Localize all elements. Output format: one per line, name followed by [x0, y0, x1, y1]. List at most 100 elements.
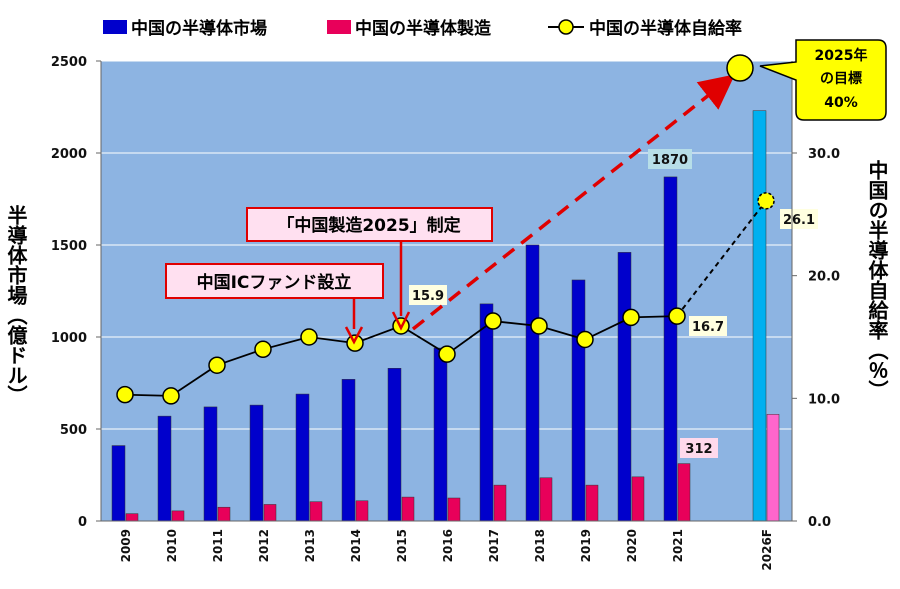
label-ratio-2015: 15.9: [412, 289, 444, 304]
right-tick-label: 10.0: [808, 392, 840, 407]
target-marker: [726, 54, 754, 82]
bar-market: [295, 393, 310, 522]
bar-market: [387, 368, 402, 522]
bar-market: [341, 379, 356, 522]
ratio-point: [757, 192, 775, 210]
label-market-2021-bg: [648, 149, 692, 169]
target-line-2: の目標: [820, 70, 862, 87]
left-tick-label: 0: [78, 515, 87, 530]
annotation-ic-fund: 中国ICファンド設立: [165, 263, 384, 345]
target-line-3: 40%: [824, 95, 858, 111]
ratio-point: [484, 312, 502, 330]
ratio-line-forecast: [676, 200, 767, 317]
bar-production: [766, 414, 780, 522]
annotation-arrowhead-2015: [391, 311, 411, 331]
label-ratio-2026F-bg: [780, 209, 818, 229]
bar-market: [203, 406, 218, 522]
x-tick-label: 2015: [395, 529, 409, 562]
bar-market: [525, 244, 540, 522]
left-tick-label: 1500: [51, 239, 87, 254]
ratio-point: [438, 345, 456, 363]
label-production-2021: 312: [685, 442, 712, 457]
x-tick-label: 2012: [257, 529, 271, 562]
x-tick-label: 2010: [165, 529, 179, 562]
label-ratio-2021-bg: [689, 316, 727, 336]
bar-production: [585, 484, 599, 522]
bar-production: [493, 484, 507, 522]
legend-label-ratio: 中国の半導体自給率: [589, 18, 742, 39]
ratio-point: [116, 385, 134, 404]
bar-market: [479, 303, 494, 522]
bar-production: [539, 477, 553, 522]
bar-production: [631, 476, 645, 522]
x-tick-label: 2016: [441, 529, 455, 562]
bar-production: [125, 513, 139, 522]
legend-label-production: 中国の半導体製造: [355, 18, 492, 39]
annotation-ic-fund-text: 中国ICファンド設立: [197, 272, 352, 293]
ratio-point: [530, 317, 548, 335]
data-labels: 1870 312 15.9 16.7 26.1: [409, 149, 818, 458]
bar-market: [157, 415, 172, 522]
ratio-point: [576, 330, 594, 349]
target-callout: 2025年 の目標 40%: [759, 39, 887, 121]
annotation-made-in-china-2025-text: 「中国製造2025」制定: [277, 215, 460, 236]
legend-swatch-market: [103, 20, 127, 34]
right-axis-title: 中国の半導体自給率（％）: [865, 159, 889, 400]
right-axis-ticks: 0.0 10.0 20.0 30.0: [792, 147, 840, 530]
x-tick-label: 2020: [625, 529, 639, 562]
bar-production: [447, 497, 461, 522]
ratio-point: [622, 308, 640, 327]
bar-production: [263, 504, 277, 522]
label-production-2021-bg: [680, 438, 718, 458]
ratio-point: [346, 334, 364, 352]
bar-market: [663, 176, 678, 522]
ratio-point: [668, 307, 686, 325]
left-axis-title-text: 半導体市場（億ドル）: [4, 204, 28, 405]
right-tick-label: 30.0: [808, 147, 840, 162]
label-ratio-2026F: 26.1: [783, 213, 815, 228]
annotation-made-in-china-2025: 「中国製造2025」制定: [246, 207, 493, 331]
left-tick-label: 2000: [51, 147, 87, 162]
label-ratio-2015-bg: [409, 285, 447, 305]
left-tick-label: 2500: [51, 55, 87, 70]
left-tick-label: 500: [60, 423, 87, 438]
label-ratio-2021: 16.7: [692, 320, 724, 335]
bar-production: [677, 463, 691, 522]
left-axis-ticks: 0 500 1000 1500 2000 2500: [51, 55, 101, 530]
legend-marker-ratio: [558, 19, 574, 35]
ratio-point: [208, 356, 226, 374]
x-axis-ticks: 2009 2010 2011 2012 2013 2014 2015 2016 2017 2018…: [119, 529, 774, 571]
bar-production: [401, 496, 415, 522]
x-tick-label: 2019: [579, 529, 593, 562]
x-tick-label: 2009: [119, 529, 133, 562]
x-tick-label: 2011: [211, 529, 225, 562]
legend: 中国の半導体市場 中国の半導体製造 中国の半導体自給率: [103, 18, 742, 39]
bar-market: [752, 110, 767, 522]
bar-market: [617, 252, 632, 522]
x-tick-label: 2013: [303, 529, 317, 562]
bar-production: [171, 510, 185, 522]
target-projection-arrow: [411, 74, 735, 331]
right-tick-label: 20.0: [808, 270, 840, 285]
bar-production: [355, 500, 369, 522]
bar-market: [571, 279, 586, 522]
right-axis-title-text: 中国の半導体自給率（％）: [865, 159, 889, 400]
bar-market: [111, 445, 126, 522]
ratio-point: [300, 328, 318, 346]
x-tick-label: 2026F: [760, 529, 774, 571]
annotation-arrowhead-2014: [344, 326, 364, 345]
x-tick-label: 2014: [349, 529, 363, 562]
bar-production: [309, 501, 323, 522]
x-tick-label: 2018: [533, 529, 547, 562]
ratio-point: [162, 387, 180, 405]
x-tick-label: 2021: [671, 529, 685, 562]
left-tick-label: 1000: [51, 331, 87, 346]
label-market-2021: 1870: [652, 153, 688, 168]
legend-swatch-production: [327, 20, 351, 34]
bar-market: [249, 404, 264, 522]
left-axis-title: 半導体市場（億ドル）: [4, 204, 28, 405]
bar-production: [217, 506, 231, 522]
bar-market: [433, 347, 448, 522]
legend-label-market: 中国の半導体市場: [131, 18, 267, 39]
